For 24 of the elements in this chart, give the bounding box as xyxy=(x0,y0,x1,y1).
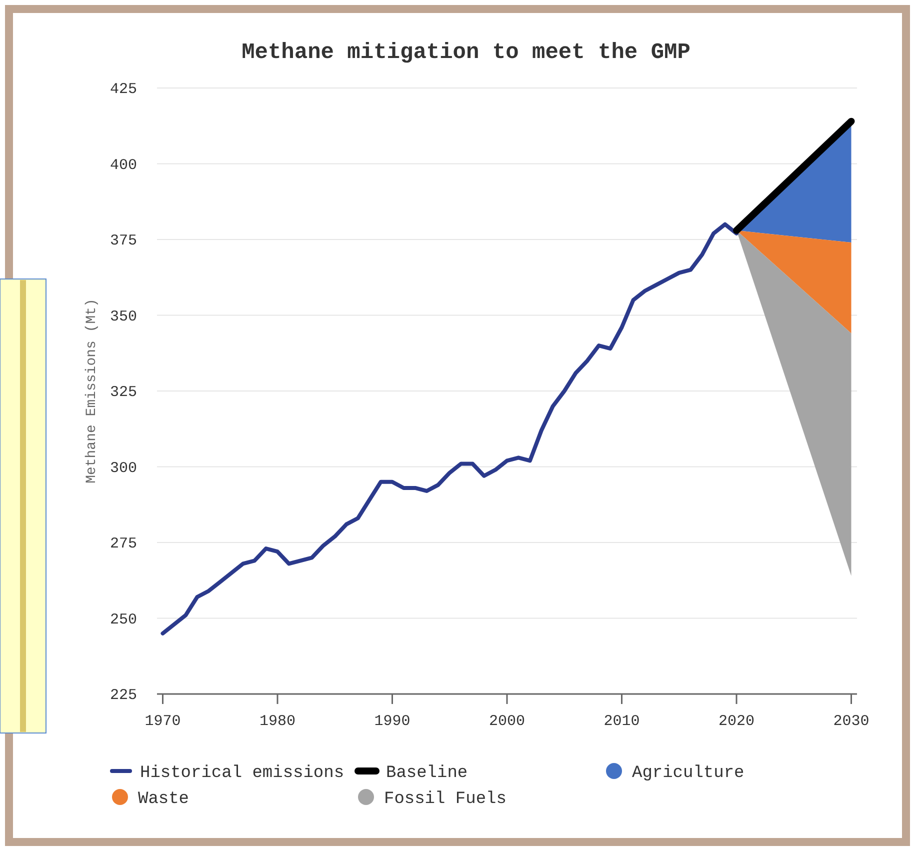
y-tick-label: 400 xyxy=(110,156,137,174)
y-tick-label: 250 xyxy=(110,611,137,628)
line-series xyxy=(160,222,739,636)
legend-label: Fossil Fuels xyxy=(384,790,506,809)
legend-label: Historical emissions xyxy=(140,764,344,783)
x-tick-label: 1990 xyxy=(374,713,410,730)
x-tick-label: 1970 xyxy=(144,713,181,730)
legend-label: Waste xyxy=(138,790,190,809)
chart-title: Methane mitigation to meet the GMP xyxy=(242,40,690,65)
x-tick-label: 2010 xyxy=(604,713,640,730)
y-tick-label: 325 xyxy=(110,384,137,401)
x-tick-label: 2000 xyxy=(488,713,526,730)
y-axis-title: Methane Emissions (Mt) xyxy=(84,298,100,484)
x-tick-label: 2030 xyxy=(833,713,870,730)
y-tick-label: 375 xyxy=(110,232,137,250)
y-tick-label: 225 xyxy=(110,687,137,704)
y-tick-label: 300 xyxy=(110,460,137,477)
x-tick-label: 1980 xyxy=(259,713,296,730)
legend-label: Baseline xyxy=(386,764,468,783)
x-tick-label: 2020 xyxy=(718,713,755,730)
legend-label: Agriculture xyxy=(632,764,744,783)
y-tick-label: 350 xyxy=(110,308,137,326)
y-tick-label: 425 xyxy=(110,81,137,98)
y-tick-label: 275 xyxy=(110,536,137,552)
